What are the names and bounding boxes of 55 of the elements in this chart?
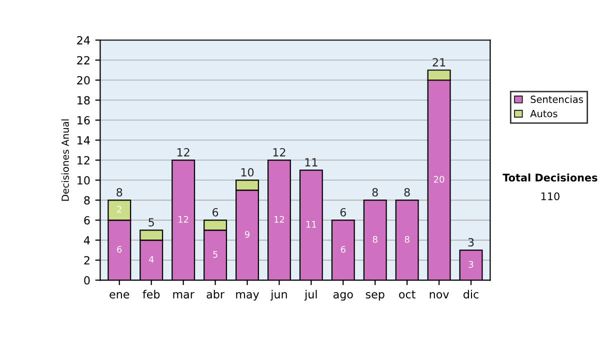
x-tick-label: jun xyxy=(270,290,287,301)
data-label: 2 xyxy=(117,206,122,213)
y-tick-label: 12 xyxy=(78,156,90,164)
x-tick-label: mar xyxy=(173,292,194,298)
y-tick-label: 6 xyxy=(84,216,90,225)
total-label: 10 xyxy=(241,168,254,176)
data-label: 5 xyxy=(213,251,218,258)
data-label: 3 xyxy=(468,260,474,268)
data-label: 11 xyxy=(306,221,316,228)
x-tick-label: feb xyxy=(142,290,160,298)
y-tick-label: 18 xyxy=(78,96,90,105)
y-tick-label: 24 xyxy=(77,36,90,44)
total-label: 8 xyxy=(372,188,378,196)
total-label: 6 xyxy=(212,208,218,216)
data-label: 9 xyxy=(244,230,250,238)
data-label: 12 xyxy=(274,216,284,223)
y-tick-label: 14 xyxy=(78,136,90,144)
y-tick-label: 0 xyxy=(84,276,90,285)
x-tick-label: abr xyxy=(206,290,224,298)
data-label: 20 xyxy=(434,176,444,183)
total-label: 12 xyxy=(177,148,190,156)
text: 110 xyxy=(541,192,560,200)
x-tick-label: ago xyxy=(333,292,353,301)
x-tick-label: may xyxy=(236,292,260,301)
y-tick-label: 10 xyxy=(78,176,90,185)
y-tick-label: 22 xyxy=(77,56,90,64)
total-label: 8 xyxy=(404,188,410,196)
total-label: 5 xyxy=(148,218,154,226)
total-label: 21 xyxy=(432,58,446,66)
total-label: 8 xyxy=(116,188,122,196)
x-tick-label: jul xyxy=(304,290,317,301)
total-label: 11 xyxy=(305,158,318,166)
y-axis-title: Decisiones Anual xyxy=(61,119,69,201)
y-tick-label: 8 xyxy=(84,196,90,205)
legend-label: Autos xyxy=(530,110,558,118)
x-tick-label: dic xyxy=(464,290,478,298)
data-label: 4 xyxy=(148,256,154,263)
y-tick-label: 20 xyxy=(77,76,90,85)
x-tick-label: ene xyxy=(110,292,130,298)
y-tick-label: 2 xyxy=(84,256,90,264)
y-tick-label: 4 xyxy=(84,236,90,244)
x-tick-label: oct xyxy=(399,290,416,298)
data-label: 8 xyxy=(372,236,378,243)
text: Total Decisiones xyxy=(502,173,598,182)
data-label: 6 xyxy=(117,246,122,253)
legend-label: Sentencias xyxy=(530,95,583,104)
total-label: 12 xyxy=(273,148,286,156)
x-tick-label: sep xyxy=(366,292,384,301)
total-label: 6 xyxy=(340,208,346,216)
data-label: 12 xyxy=(178,216,188,223)
x-tick-label: nov xyxy=(430,292,449,298)
y-tick-label: 16 xyxy=(78,116,90,125)
data-label: 8 xyxy=(404,236,410,243)
data-label: 6 xyxy=(340,246,346,253)
total-label: 3 xyxy=(468,238,474,246)
